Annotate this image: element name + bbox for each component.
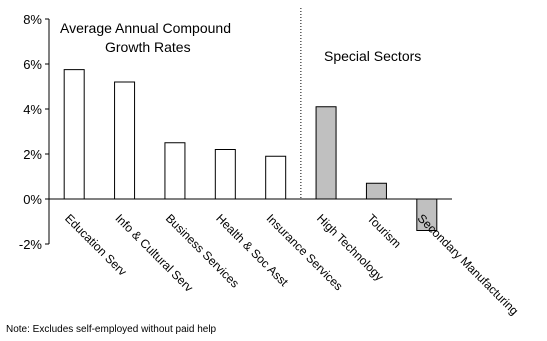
left-title-line1: Average Annual Compound [60,20,231,36]
x-tick-label: Secondary Manufacturing [415,211,522,318]
bar [63,69,85,200]
special-sectors-title: Special Sectors [324,48,421,64]
chart-bars [63,69,438,231]
bar [114,81,136,200]
bar [315,106,337,200]
y-tick-label: 0% [23,192,42,207]
y-tick-label: 2% [23,147,42,162]
bar [164,142,186,200]
y-tick-label: 4% [23,102,42,117]
bar [214,149,236,200]
y-tick-label: -2% [19,237,43,252]
y-tick-label: 6% [23,57,42,72]
footnote: Note: Excludes self-employed without pai… [6,324,217,335]
y-tick-label: 8% [23,12,42,27]
bar [265,155,287,200]
bar [416,198,438,231]
bar [365,182,387,200]
x-tick-label: Tourism [364,211,404,251]
chart-axes: -2% 0% 2% 4% 6% 8% [19,8,452,252]
left-title-line2: Growth Rates [105,39,191,55]
